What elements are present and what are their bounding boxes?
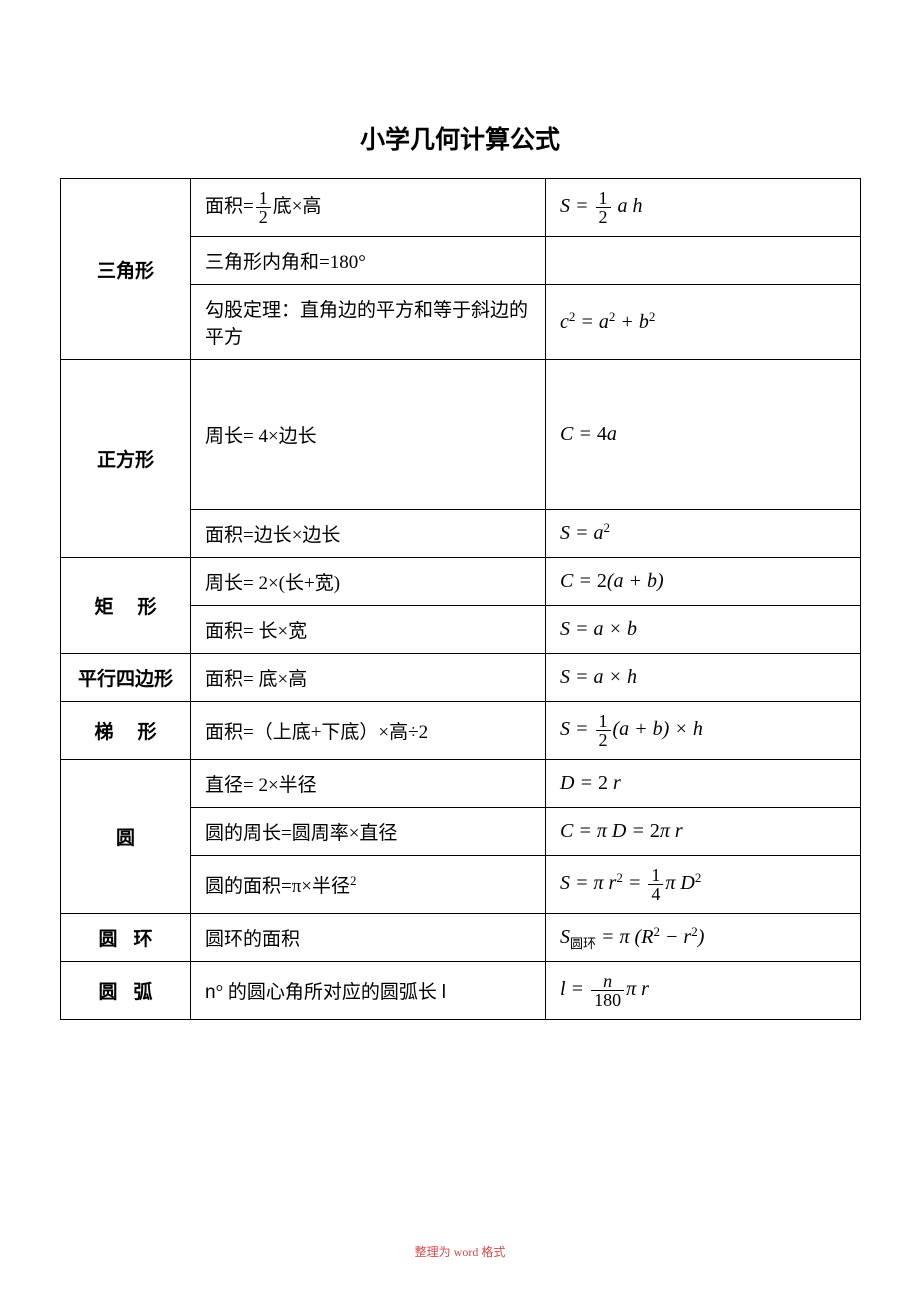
shape-name: 圆 xyxy=(61,760,191,914)
formula-cell: C = π D = 2π r xyxy=(546,808,861,856)
table-row: 圆环圆环的面积S圆环 = π (R2 − r2) xyxy=(61,914,861,962)
geometry-table: 三角形面积=12底×高S = 12 a h三角形内角和=180°勾股定理：直角边… xyxy=(60,178,861,1020)
shape-name: 圆弧 xyxy=(61,962,191,1020)
table-row: 圆直径= 2×半径D = 2 r xyxy=(61,760,861,808)
page-title: 小学几何计算公式 xyxy=(60,120,860,156)
description-cell: 圆的面积=π×半径2 xyxy=(191,856,546,914)
description-cell: 三角形内角和=180° xyxy=(191,237,546,285)
footer-note: 整理为 word 格式 xyxy=(0,1243,920,1260)
shape-name: 三角形 xyxy=(61,179,191,360)
table-row: 梯形面积=（上底+下底）×高÷2S = 12(a + b) × h xyxy=(61,702,861,760)
description-cell: 面积= 长×宽 xyxy=(191,606,546,654)
description-cell: 直径= 2×半径 xyxy=(191,760,546,808)
formula-cell: S = a2 xyxy=(546,510,861,558)
table-row: 三角形面积=12底×高S = 12 a h xyxy=(61,179,861,237)
formula-cell: C = 4a xyxy=(546,360,861,510)
formula-cell: S = π r2 = 14π D2 xyxy=(546,856,861,914)
formula-cell: D = 2 r xyxy=(546,760,861,808)
table-row: 平行四边形面积= 底×高S = a × h xyxy=(61,654,861,702)
description-cell: 勾股定理：直角边的平方和等于斜边的平方 xyxy=(191,285,546,360)
formula-cell: S = a × b xyxy=(546,606,861,654)
description-cell: 面积= 底×高 xyxy=(191,654,546,702)
table-row: 正方形周长= 4×边长C = 4a xyxy=(61,360,861,510)
shape-name: 平行四边形 xyxy=(61,654,191,702)
description-cell: 周长= 2×(长+宽) xyxy=(191,558,546,606)
description-cell: 面积=边长×边长 xyxy=(191,510,546,558)
shape-name: 圆环 xyxy=(61,914,191,962)
formula-cell: S = 12(a + b) × h xyxy=(546,702,861,760)
shape-name: 梯形 xyxy=(61,702,191,760)
description-cell: 周长= 4×边长 xyxy=(191,360,546,510)
description-cell: 圆环的面积 xyxy=(191,914,546,962)
description-cell: 圆的周长=圆周率×直径 xyxy=(191,808,546,856)
description-cell: n° 的圆心角所对应的圆弧长 l xyxy=(191,962,546,1020)
table-row: 矩形周长= 2×(长+宽)C = 2(a + b) xyxy=(61,558,861,606)
description-cell: 面积=12底×高 xyxy=(191,179,546,237)
formula-cell: S = 12 a h xyxy=(546,179,861,237)
table-row: 圆弧n° 的圆心角所对应的圆弧长 ll = n180π r xyxy=(61,962,861,1020)
formula-cell: c2 = a2 + b2 xyxy=(546,285,861,360)
shape-name: 矩形 xyxy=(61,558,191,654)
formula-cell: S = a × h xyxy=(546,654,861,702)
formula-cell: l = n180π r xyxy=(546,962,861,1020)
formula-cell: S圆环 = π (R2 − r2) xyxy=(546,914,861,962)
shape-name: 正方形 xyxy=(61,360,191,558)
formula-cell: C = 2(a + b) xyxy=(546,558,861,606)
formula-cell xyxy=(546,237,861,285)
description-cell: 面积=（上底+下底）×高÷2 xyxy=(191,702,546,760)
